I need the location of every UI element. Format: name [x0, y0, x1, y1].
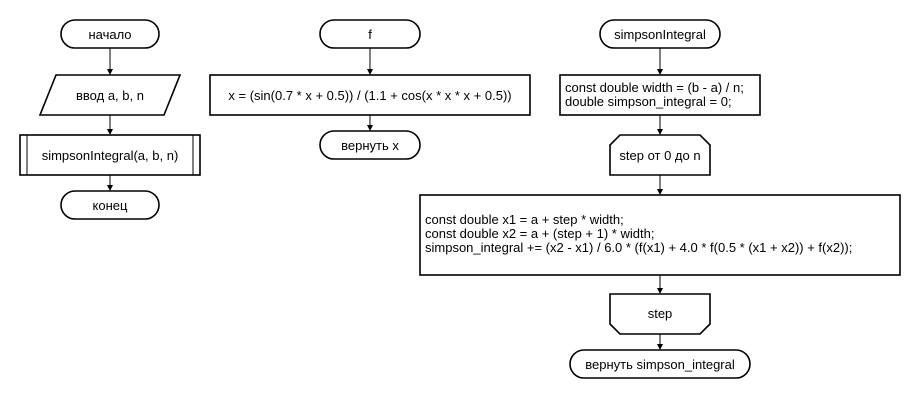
main-end-label: конец [93, 198, 128, 213]
simpson-init-process [559, 74, 761, 116]
simpson-flowchart: simpsonIntegral const double width = (b … [419, 19, 901, 379]
main-edge-1-arrowhead [107, 69, 113, 75]
simpson-loop-end-label: step [648, 306, 673, 321]
simpson-loop-end [609, 293, 711, 335]
main-input-parallelogram [38, 74, 182, 116]
main-flowchart: начало ввод a, b, n simpsonIntegral(a, b… [19, 19, 201, 220]
main-edge-2-arrowhead [107, 129, 113, 135]
simpson-edge-3-arrowhead [657, 189, 663, 195]
simpson-edge-5-arrowhead [657, 344, 663, 350]
f-edge-2-arrowhead [367, 125, 373, 131]
main-end-terminator [60, 190, 160, 220]
simpson-start-label: simpsonIntegral [614, 27, 706, 42]
f-return-label: вернуть x [341, 138, 399, 153]
simpson-body-line3: simpson_integral += (x2 - x1) / 6.0 * (f… [425, 240, 852, 255]
f-start-label: f [368, 27, 372, 42]
f-compute-label: x = (sin(0.7 * x + 0.5)) / (1.1 + cos(x … [228, 88, 511, 103]
simpson-init-line1: const double width = (b - a) / n; [565, 80, 744, 95]
f-edge-1-arrowhead [367, 69, 373, 75]
main-call-subroutine [19, 134, 201, 176]
simpson-return-terminator [569, 349, 751, 379]
simpson-edge-2-arrowhead [657, 129, 663, 135]
simpson-body-line2: const double x2 = a + (step + 1) * width… [425, 226, 654, 241]
simpson-loop-start [609, 134, 711, 176]
main-input-label: ввод a, b, n [76, 88, 144, 103]
main-call-label: simpsonIntegral(a, b, n) [42, 148, 179, 163]
simpson-body-line1: const double x1 = a + step * width; [425, 212, 624, 227]
main-start-label: начало [88, 27, 131, 42]
simpson-edge-4-arrowhead [657, 288, 663, 294]
main-edge-3-arrowhead [107, 185, 113, 191]
f-return-terminator [319, 130, 421, 160]
simpson-edge-1-arrowhead [657, 69, 663, 75]
f-flowchart: f x = (sin(0.7 * x + 0.5)) / (1.1 + cos(… [209, 19, 531, 160]
simpson-loop-start-label: step от 0 до n [619, 148, 700, 163]
simpson-init-line2: double simpson_integral = 0; [565, 94, 732, 109]
simpson-return-label: вернуть simpson_integral [585, 357, 735, 372]
simpson-body-process [419, 194, 901, 276]
